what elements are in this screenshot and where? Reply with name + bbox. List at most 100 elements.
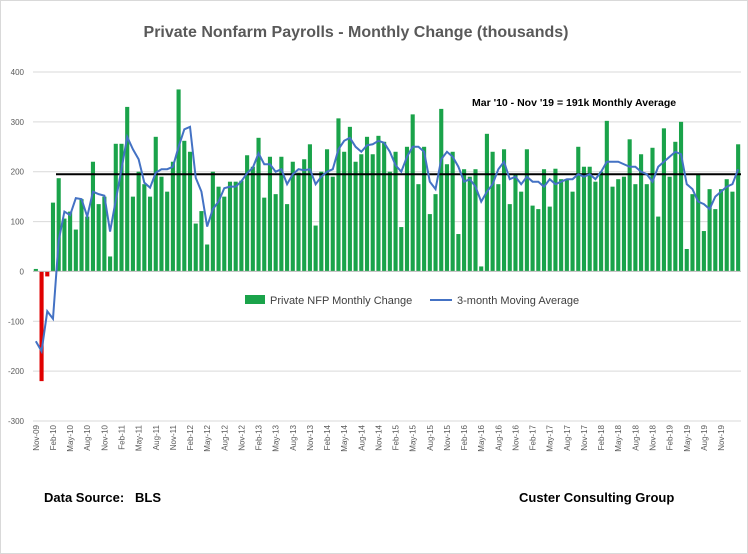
bar — [319, 171, 324, 272]
bar — [79, 199, 84, 272]
bar — [599, 171, 604, 272]
bar — [85, 216, 90, 272]
bar — [439, 108, 444, 272]
bar — [227, 181, 233, 272]
bar — [302, 159, 307, 272]
credit: Custer Consulting Group — [519, 490, 675, 505]
bar — [256, 137, 261, 272]
bar — [656, 216, 661, 272]
bar — [399, 227, 404, 272]
bar — [267, 156, 273, 272]
bar — [519, 191, 524, 272]
x-tick-label: Aug-10 — [83, 424, 92, 450]
bar — [547, 206, 552, 272]
bar — [484, 133, 489, 272]
bar — [262, 197, 267, 272]
bar — [650, 147, 655, 272]
bar — [353, 161, 358, 272]
y-axis-ticks: -300 -200 -100 0 100 200 300 400 — [8, 68, 25, 426]
bar — [507, 204, 512, 272]
bar — [370, 154, 375, 272]
x-axis-ticks: Nov-09 Feb-10 May-10 Aug-10 Nov-10 Feb-11 May-… — [32, 424, 726, 451]
x-tick-label: Nov-10 — [100, 424, 109, 450]
x-tick-label: Nov-18 — [649, 424, 658, 450]
bar — [176, 89, 181, 272]
bar — [364, 136, 370, 272]
bar — [125, 106, 130, 272]
bar — [564, 179, 569, 272]
bar — [113, 143, 118, 272]
bar — [165, 191, 170, 272]
bar — [130, 196, 135, 272]
bar — [359, 154, 364, 272]
bar — [279, 156, 284, 272]
bar — [433, 194, 438, 272]
bar — [553, 168, 558, 272]
bar — [690, 194, 695, 272]
bar — [39, 271, 44, 382]
x-tick-label: May-16 — [477, 424, 486, 451]
x-tick-label: Feb-13 — [255, 424, 264, 450]
y-tick-label: 300 — [11, 118, 25, 127]
bar — [707, 189, 712, 272]
bar — [570, 191, 575, 272]
bar — [718, 189, 724, 272]
bar — [684, 248, 689, 272]
x-tick-label: May-13 — [272, 424, 281, 451]
bar — [713, 209, 718, 272]
bar — [496, 184, 501, 272]
bar — [73, 229, 78, 272]
bar — [490, 151, 495, 272]
y-tick-label: 200 — [11, 168, 25, 177]
bar — [736, 144, 741, 272]
x-tick-label: Feb-15 — [392, 424, 401, 450]
bar — [45, 271, 50, 277]
x-tick-label: Aug-13 — [289, 424, 298, 450]
bar — [336, 118, 341, 272]
x-tick-label: Feb-10 — [49, 424, 58, 450]
bar — [678, 121, 684, 272]
y-tick-label: -200 — [8, 367, 25, 376]
bar — [524, 149, 529, 272]
x-tick-label: Feb-16 — [460, 424, 469, 450]
bar — [513, 174, 518, 272]
bar — [102, 196, 107, 272]
x-tick-label: Nov-13 — [306, 424, 315, 450]
bar — [233, 181, 238, 272]
x-tick-label: Feb-12 — [186, 424, 195, 450]
bar — [296, 172, 301, 272]
bar — [342, 151, 347, 272]
bar-series — [33, 89, 741, 382]
bar — [479, 266, 484, 272]
bar — [536, 209, 541, 272]
bar — [147, 196, 153, 272]
y-tick-label: -100 — [8, 317, 25, 326]
x-tick-label: Aug-15 — [426, 424, 435, 450]
bar — [422, 146, 427, 272]
bar — [473, 169, 478, 272]
bar — [393, 151, 398, 272]
y-tick-label: 0 — [20, 267, 25, 276]
bar — [119, 143, 124, 272]
bar — [456, 234, 461, 272]
bar — [387, 171, 392, 272]
bar — [33, 268, 38, 272]
bar — [730, 191, 735, 272]
x-tick-label: May-12 — [203, 424, 212, 451]
bar — [621, 176, 627, 272]
y-tick-label: 400 — [11, 68, 25, 77]
bar — [644, 184, 649, 272]
x-tick-label: Aug-19 — [700, 424, 709, 450]
bar — [210, 171, 215, 272]
bar — [639, 154, 644, 272]
bar — [199, 211, 204, 272]
x-tick-label: Aug-14 — [357, 424, 366, 450]
y-tick-label: -300 — [8, 417, 25, 426]
data-source: Data Source: BLS — [44, 490, 162, 505]
x-tick-label: Feb-11 — [118, 424, 127, 449]
x-tick-label: Nov-16 — [511, 424, 520, 450]
bar — [136, 171, 141, 272]
bar — [404, 146, 410, 272]
bar — [68, 211, 73, 272]
